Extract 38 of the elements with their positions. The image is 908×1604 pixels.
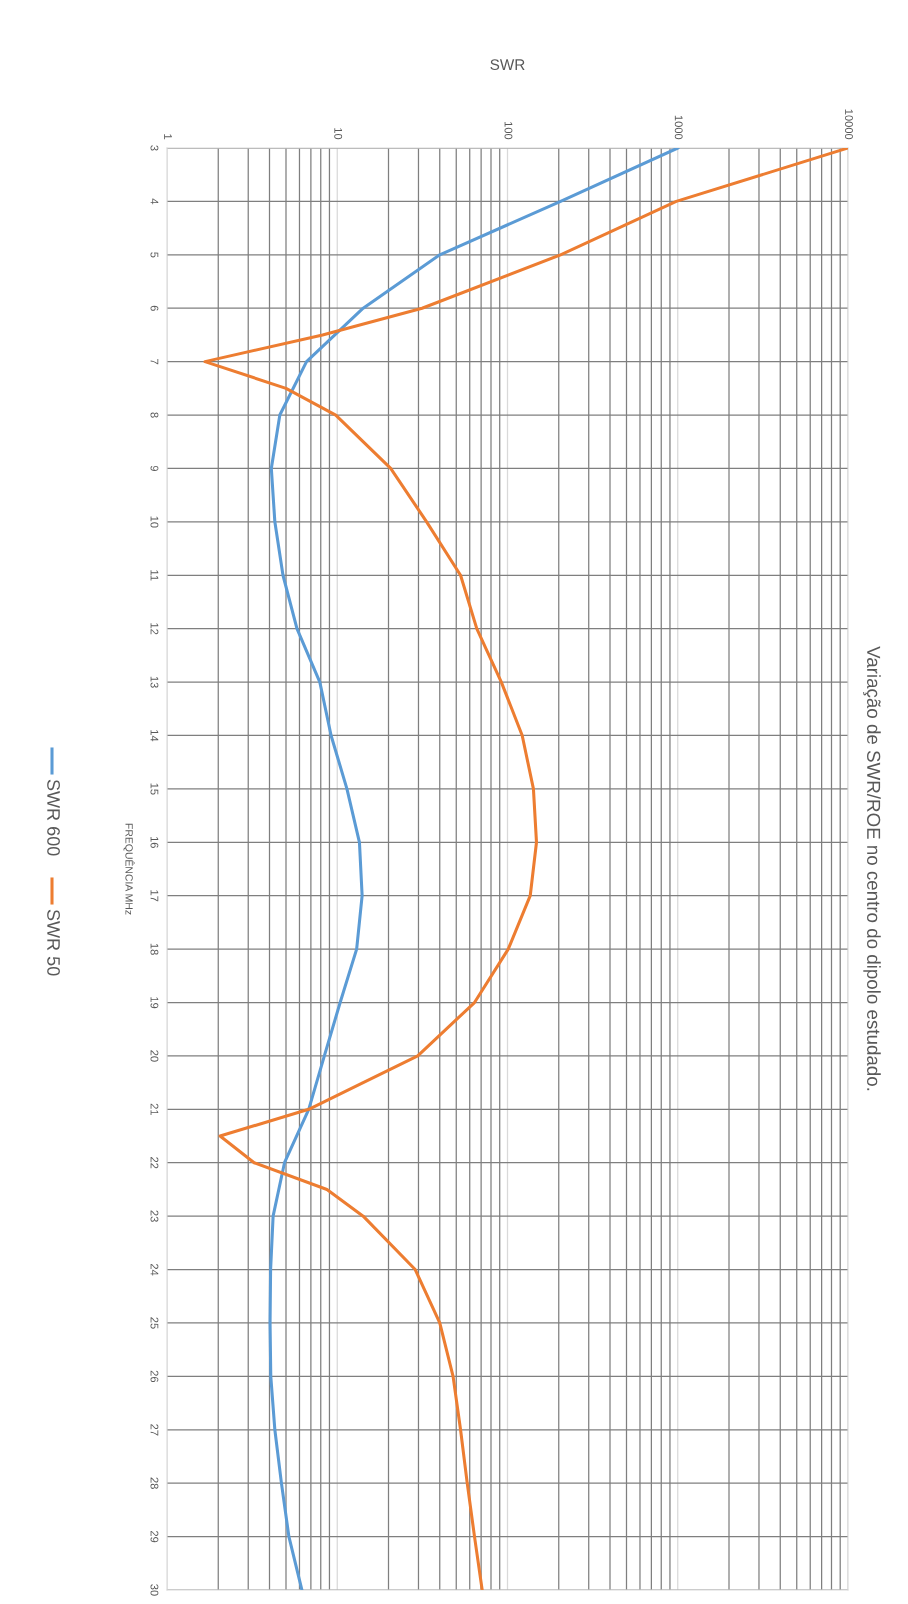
y-tick-label: 3 xyxy=(150,145,159,151)
y-tick-label: 11 xyxy=(150,570,159,581)
y-tick-label: 22 xyxy=(150,1157,159,1169)
y-tick-label: 25 xyxy=(150,1317,159,1329)
y-tick-label: 26 xyxy=(150,1370,159,1383)
y-tick-label: 6 xyxy=(150,305,159,311)
y-tick-label: 16 xyxy=(150,836,159,848)
y-tick-label: 19 xyxy=(150,997,159,1009)
y-tick-label: 24 xyxy=(150,1263,159,1276)
y-tick-label: 17 xyxy=(150,890,159,902)
y-tick-label: 10 xyxy=(150,516,159,528)
x-axis-title: SWR xyxy=(490,59,525,71)
y-tick-label: 4 xyxy=(150,198,159,205)
y-tick-label: 8 xyxy=(150,412,159,418)
x-tick-label: 1 xyxy=(164,134,172,140)
y-tick-label: 14 xyxy=(150,730,159,742)
y-tick-label: 9 xyxy=(150,465,159,472)
y-tick-label: 18 xyxy=(150,943,159,955)
y-tick-label: 5 xyxy=(150,252,159,258)
y-tick-label: 27 xyxy=(150,1424,159,1436)
y-tick-label: 21 xyxy=(150,1103,159,1115)
legend-label: SWR 50 xyxy=(47,909,60,976)
y-tick-label: 28 xyxy=(150,1477,159,1489)
x-tick-label: 10000 xyxy=(845,109,853,140)
y-tick-label: 12 xyxy=(150,623,159,635)
x-tick-label: 100 xyxy=(504,121,513,140)
y-tick-label: 23 xyxy=(150,1210,159,1222)
y-tick-label: 29 xyxy=(150,1530,159,1543)
text: Variação de SWR/ROE no centro do dipolo estudado. xyxy=(863,646,881,1091)
y-tick-label: 30 xyxy=(150,1584,159,1596)
x-tick-label: 1000 xyxy=(674,115,683,140)
y-tick-label: 15 xyxy=(150,783,159,795)
legend-label: SWR 600 xyxy=(47,779,60,856)
x-tick-label: 10 xyxy=(334,128,343,140)
y-tick-label: 20 xyxy=(150,1050,159,1062)
y-axis-title: FREQUÊNCIA MHz xyxy=(123,823,135,915)
y-tick-label: 7 xyxy=(150,359,159,365)
y-tick-label: 13 xyxy=(150,676,159,688)
